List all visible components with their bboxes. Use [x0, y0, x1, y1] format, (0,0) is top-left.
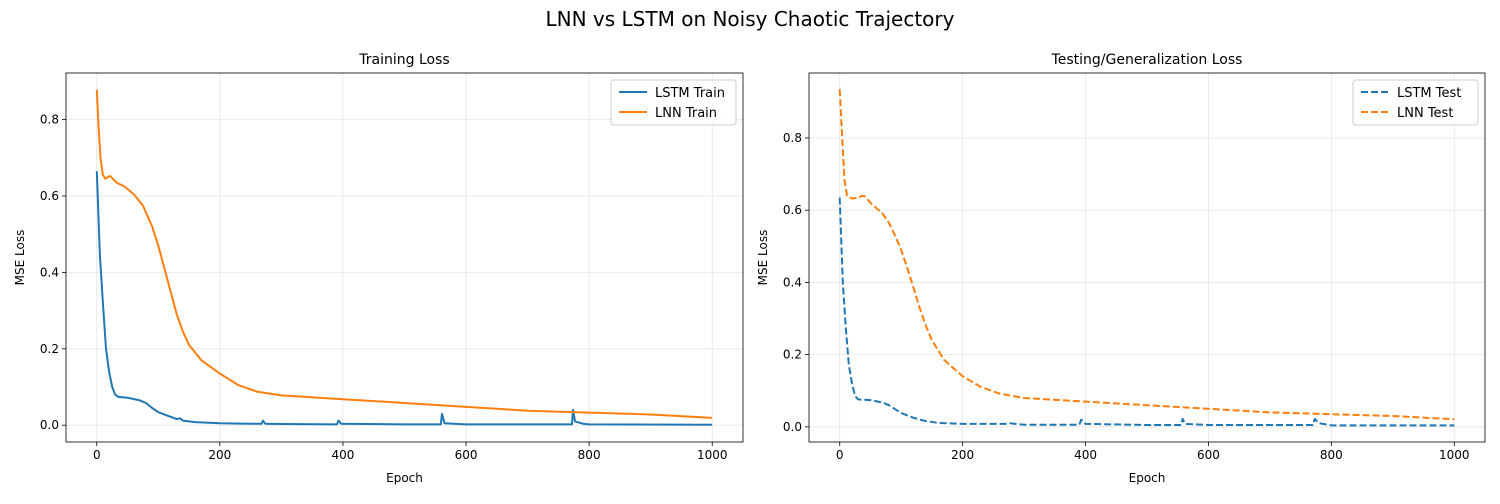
chart-title: Training Loss [358, 52, 449, 68]
x-axis-label: Epoch [1129, 471, 1166, 485]
testing-loss-chart: 0 200 400 600 800 1000 0.0 0.2 0.4 0.6 0.8 Testing/… [756, 52, 1486, 485]
y-tick-label: 0.6 [783, 203, 802, 217]
y-tick-label: 0.0 [783, 420, 802, 434]
y-tick-label: 0.8 [40, 113, 59, 127]
x-tick-label: 800 [578, 448, 601, 462]
x-tick-label: 600 [455, 448, 478, 462]
axes-frame [808, 72, 1486, 443]
y-tick-label: 0.2 [783, 348, 802, 362]
training-loss-chart: 0 200 400 600 800 1000 0.0 0.2 0.4 0.6 0.8 Training… [13, 52, 744, 485]
x-tick-label: 0 [93, 448, 101, 462]
legend-label: LSTM Test [1397, 86, 1461, 101]
legend-label: LSTM Train [655, 86, 725, 101]
legend-label: LNN Test [1397, 106, 1453, 121]
x-tick-label: 400 [332, 448, 355, 462]
axes-frame [65, 72, 744, 443]
x-tick-label: 400 [1074, 448, 1097, 462]
legend: LSTM Train LNN Train [610, 79, 737, 126]
x-tick-label: 1000 [697, 448, 728, 462]
chart-title: Testing/Generalization Loss [1051, 52, 1243, 68]
x-tick-label: 1000 [1439, 448, 1470, 462]
y-axis-label: MSE Loss [13, 230, 27, 286]
x-tick-label: 600 [1197, 448, 1220, 462]
x-axis-label: Epoch [386, 471, 423, 485]
x-tick-label: 0 [836, 448, 844, 462]
x-tick-label: 200 [208, 448, 231, 462]
y-tick-label: 0.4 [40, 265, 59, 279]
x-tick-label: 800 [1320, 448, 1343, 462]
legend-label: LNN Train [655, 106, 717, 121]
series-line-lnn-train [95, 89, 713, 419]
series-line-lstm-train [95, 171, 713, 426]
series-line-lnn-test [838, 89, 1455, 421]
legend: LSTM Test LNN Test [1352, 79, 1479, 126]
y-axis-label: MSE Loss [756, 230, 770, 286]
series-line-lstm-test [838, 197, 1455, 427]
y-tick-label: 0.8 [783, 131, 802, 145]
y-tick-label: 0.0 [40, 418, 59, 432]
y-tick-label: 0.6 [40, 189, 59, 203]
figure-title: LNN vs LSTM on Noisy Chaotic Trajectory [546, 7, 955, 31]
y-tick-label: 0.2 [40, 342, 59, 356]
x-tick-label: 200 [951, 448, 974, 462]
y-tick-label: 0.4 [783, 275, 802, 289]
